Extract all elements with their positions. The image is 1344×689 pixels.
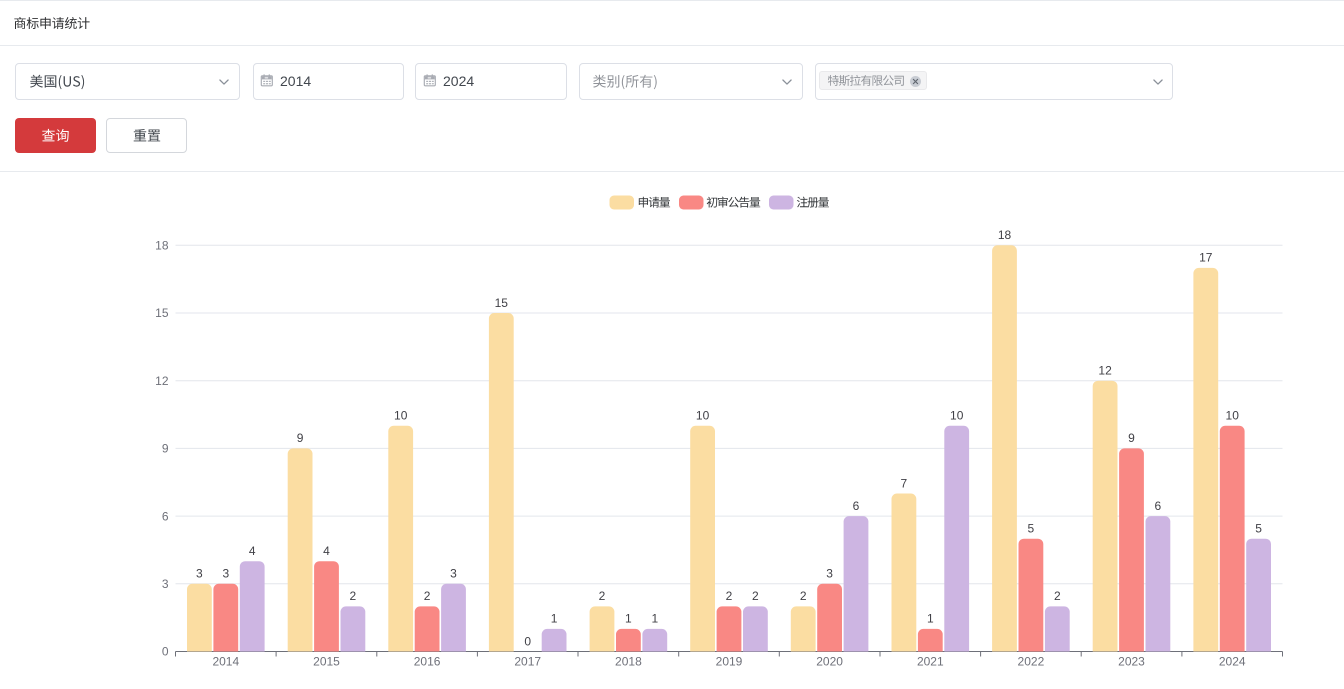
svg-text:1: 1	[625, 612, 632, 626]
svg-text:10: 10	[1226, 409, 1240, 423]
svg-text:10: 10	[696, 409, 710, 423]
svg-text:3: 3	[826, 567, 833, 581]
svg-text:12: 12	[1098, 364, 1112, 378]
svg-text:2014: 2014	[212, 655, 239, 669]
svg-text:2019: 2019	[716, 655, 743, 669]
svg-text:6: 6	[853, 499, 860, 513]
svg-text:2015: 2015	[313, 655, 340, 669]
svg-text:2: 2	[424, 589, 431, 603]
svg-text:2: 2	[1054, 589, 1061, 603]
svg-text:1: 1	[551, 612, 558, 626]
svg-text:7: 7	[901, 476, 908, 490]
svg-text:2023: 2023	[1118, 655, 1145, 669]
svg-text:15: 15	[155, 306, 169, 320]
svg-text:10: 10	[950, 409, 964, 423]
svg-text:2021: 2021	[917, 655, 944, 669]
svg-text:12: 12	[155, 374, 169, 388]
svg-text:5: 5	[1255, 522, 1262, 536]
svg-text:1: 1	[651, 612, 658, 626]
svg-text:3: 3	[222, 567, 229, 581]
svg-text:2018: 2018	[615, 655, 642, 669]
svg-text:2: 2	[350, 589, 357, 603]
svg-text:15: 15	[495, 296, 509, 310]
svg-text:2: 2	[752, 589, 759, 603]
svg-text:3: 3	[450, 567, 457, 581]
svg-text:5: 5	[1028, 522, 1035, 536]
svg-text:2016: 2016	[414, 655, 441, 669]
svg-text:6: 6	[162, 509, 169, 523]
svg-text:0: 0	[162, 645, 169, 659]
svg-text:18: 18	[998, 228, 1012, 242]
svg-text:18: 18	[155, 239, 169, 253]
svg-text:2024: 2024	[1219, 655, 1246, 669]
svg-text:3: 3	[196, 567, 203, 581]
svg-text:4: 4	[323, 544, 330, 558]
svg-text:9: 9	[1128, 431, 1135, 445]
svg-text:9: 9	[297, 431, 304, 445]
svg-text:2: 2	[726, 589, 733, 603]
svg-text:2: 2	[800, 589, 807, 603]
svg-text:4: 4	[249, 544, 256, 558]
svg-text:6: 6	[1155, 499, 1162, 513]
svg-text:17: 17	[1199, 251, 1213, 265]
svg-text:1: 1	[927, 612, 934, 626]
svg-text:2: 2	[599, 589, 606, 603]
svg-text:2020: 2020	[816, 655, 843, 669]
svg-text:9: 9	[162, 442, 169, 456]
svg-text:2017: 2017	[514, 655, 541, 669]
svg-text:0: 0	[524, 634, 531, 648]
svg-text:10: 10	[394, 409, 408, 423]
svg-text:2022: 2022	[1018, 655, 1045, 669]
svg-text:3: 3	[162, 577, 169, 591]
